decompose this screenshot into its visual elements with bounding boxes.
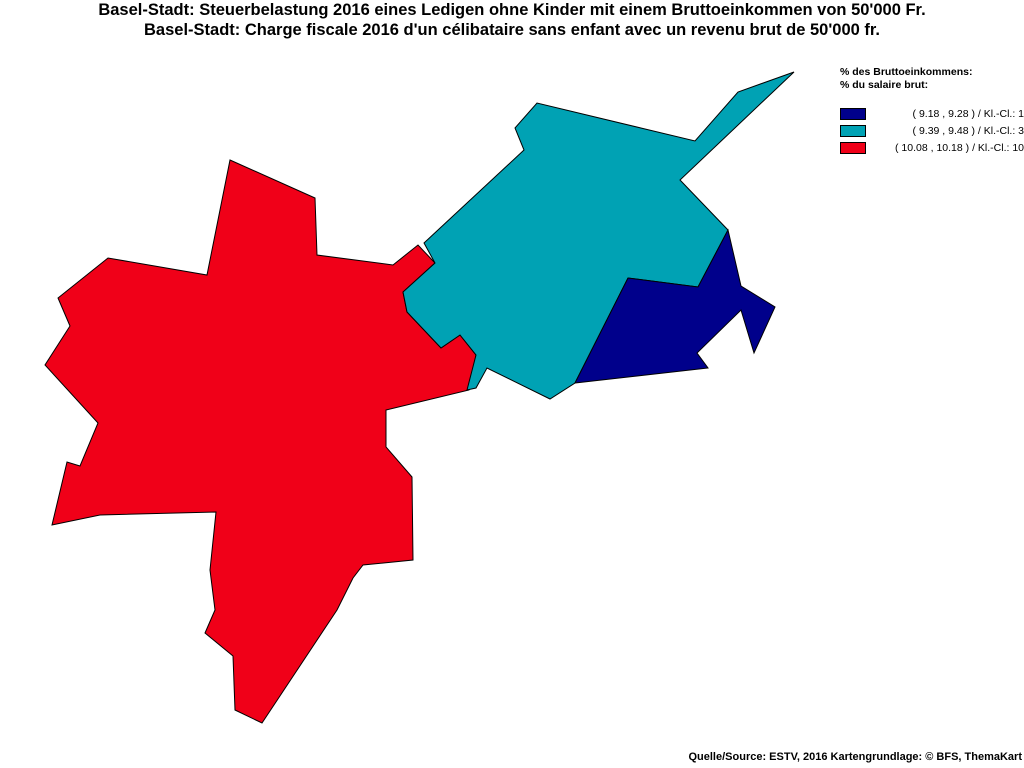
map-title-french: Basel-Stadt: Charge fiscale 2016 d'un cé…	[144, 21, 880, 39]
legend-heading-french: % du salaire brut:	[840, 79, 929, 91]
legend-label: ( 9.39 , 9.48 ) / Kl.-Cl.: 3	[912, 125, 1024, 137]
legend-label: ( 10.08 , 10.18 ) / Kl.-Cl.: 10	[895, 142, 1024, 154]
map-title-german: Basel-Stadt: Steuerbelastung 2016 eines …	[98, 1, 926, 19]
source-credit: Quelle/Source: ESTV, 2016 Kartengrundlag…	[688, 751, 1022, 763]
legend-item-class-1: ( 9.18 , 9.28 ) / Kl.-Cl.: 1	[840, 107, 1024, 121]
region-basel[interactable]	[44, 159, 477, 724]
region-bettingen[interactable]	[574, 228, 776, 384]
legend-swatch	[840, 125, 866, 137]
legend-label: ( 9.18 , 9.28 ) / Kl.-Cl.: 1	[912, 108, 1024, 120]
legend-swatch	[840, 108, 866, 120]
legend-heading-german: % des Bruttoeinkommens:	[840, 66, 973, 78]
legend-swatch	[840, 142, 866, 154]
legend-item-class-3: ( 9.39 , 9.48 ) / Kl.-Cl.: 3	[840, 124, 1024, 138]
legend-item-class-10: ( 10.08 , 10.18 ) / Kl.-Cl.: 10	[840, 141, 1024, 155]
